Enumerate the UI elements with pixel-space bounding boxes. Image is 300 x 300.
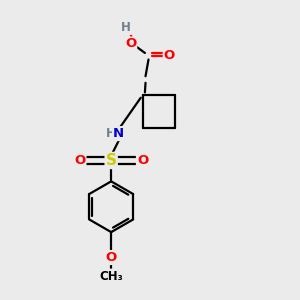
Text: H: H: [106, 127, 116, 140]
Text: O: O: [137, 154, 148, 167]
Text: H: H: [121, 21, 131, 34]
Text: O: O: [125, 38, 136, 50]
Text: O: O: [106, 251, 117, 264]
Text: CH₃: CH₃: [99, 269, 123, 283]
Text: O: O: [74, 154, 85, 167]
Text: N: N: [113, 127, 124, 140]
Text: S: S: [106, 153, 117, 168]
Text: O: O: [164, 50, 175, 62]
